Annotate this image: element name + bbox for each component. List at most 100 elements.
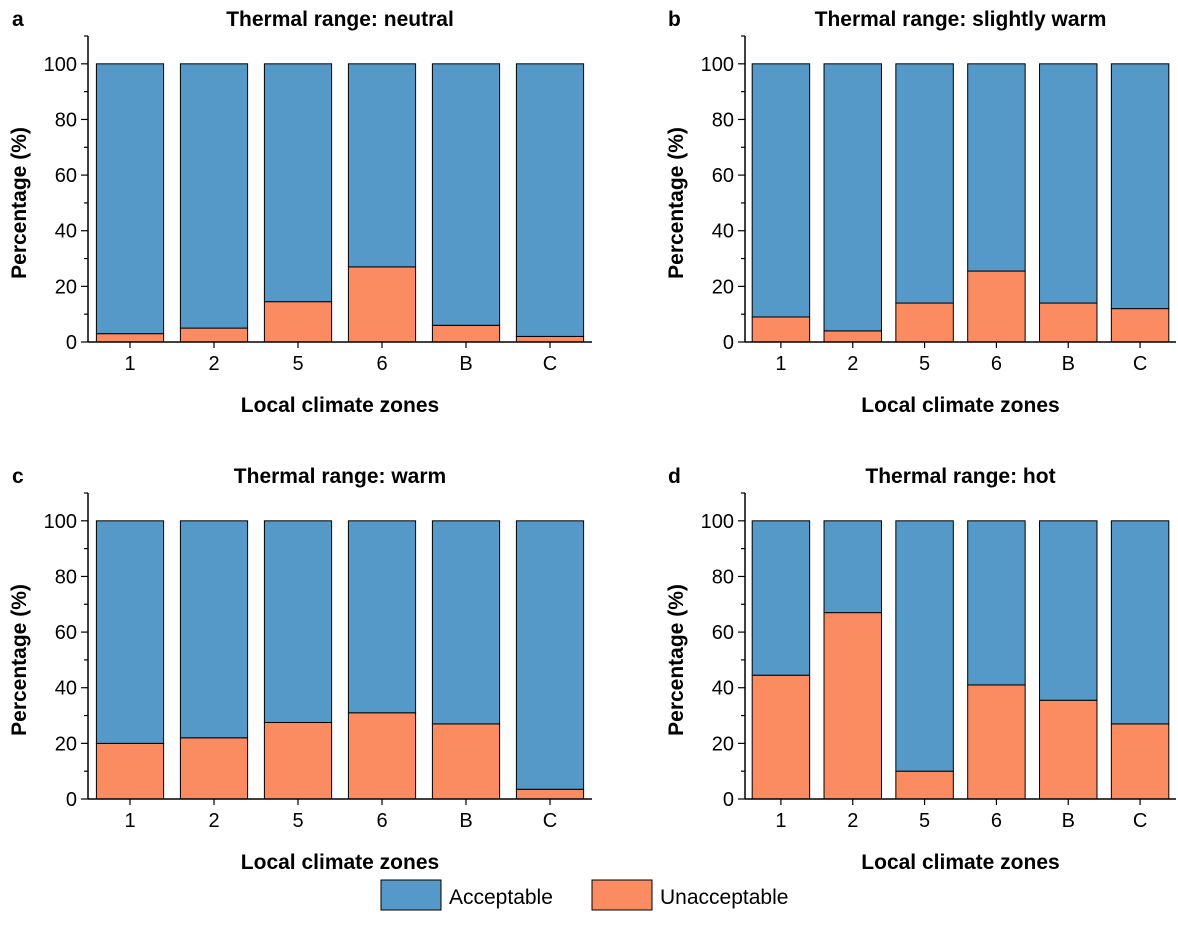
bar-a-B-acceptable [431,63,501,326]
y-tick-label-c-100: 100 [44,511,77,533]
bar-b-C-acceptable [1110,63,1170,310]
bar-a-C-acceptable [515,63,585,337]
bar-c-5-acceptable [263,520,333,723]
bar-c-5-unacceptable [263,722,333,800]
bar-d-1-acceptable [751,520,811,676]
x-tick-label-c-6: 6 [376,810,387,832]
bar-c-6-unacceptable [347,712,417,800]
y-tick-label-c-80: 80 [55,566,77,588]
y-axis-label-c: Percentage (%) [8,584,31,736]
bar-a-6-unacceptable [347,266,417,343]
x-tick-label-d-5: 5 [919,810,930,832]
bar-b-1-acceptable [751,63,811,318]
legend-swatch-unacceptable [591,879,653,911]
bar-a-C-unacceptable [515,335,585,343]
x-tick-label-b-C: C [1133,353,1147,375]
y-tick-label-c-20: 20 [55,733,77,755]
y-tick-label-a-100: 100 [44,54,77,76]
bar-c-B-acceptable [431,520,501,725]
x-tick-label-b-5: 5 [919,353,930,375]
y-tick-label-a-60: 60 [55,165,77,187]
legend: Acceptable Unacceptable [380,879,788,911]
x-tick-label-b-6: 6 [991,353,1002,375]
bar-b-C-unacceptable [1110,308,1170,343]
bar-b-2-acceptable [823,63,882,332]
y-tick-label-b-60: 60 [712,165,734,187]
x-tick-label-c-1: 1 [124,810,135,832]
bar-a-1-unacceptable [95,333,165,343]
y-tick-label-a-0: 0 [66,332,77,354]
legend-swatch-acceptable [380,879,442,911]
bar-d-C-acceptable [1110,520,1170,725]
chart-panel-a: 0 20 40 60 80 100 1 2 5 6 B C Thermal range: neutral… [8,8,592,417]
bar-a-5-unacceptable [263,301,333,343]
x-tick-label-d-2: 2 [847,810,858,832]
bar-a-1-acceptable [95,63,165,335]
bar-c-2-acceptable [179,520,249,739]
y-tick-label-d-100: 100 [701,511,734,533]
x-tick-label-d-6: 6 [991,810,1002,832]
bar-c-C-unacceptable [515,788,585,800]
panel-title-c: Thermal range: warm [234,465,446,488]
x-tick-label-b-2: 2 [847,353,858,375]
y-tick-label-c-0: 0 [66,789,77,811]
x-tick-label-d-C: C [1133,810,1147,832]
x-tick-label-c-C: C [543,810,557,832]
bar-d-5-acceptable [895,520,954,772]
panel-letter-b: b [668,8,681,31]
bar-d-6-acceptable [967,520,1026,686]
y-tick-label-d-60: 60 [712,622,734,644]
y-tick-label-b-100: 100 [701,54,734,76]
chart-panel-d: 0 20 40 60 80 100 1 2 5 6 B C Thermal range: hot d Loc… [665,465,1176,874]
panel-title-d: Thermal range: hot [865,465,1055,488]
panel-letter-c: c [12,465,24,488]
x-axis-label-b: Local climate zones [861,394,1059,417]
x-axis-label-c: Local climate zones [241,851,439,874]
x-tick-label-b-1: 1 [775,353,786,375]
x-tick-label-c-5: 5 [292,810,303,832]
bar-b-B-acceptable [1039,63,1098,304]
bar-d-5-unacceptable [895,770,954,800]
bar-a-6-acceptable [347,63,417,268]
bar-b-6-unacceptable [967,270,1026,343]
bar-c-2-unacceptable [179,737,249,800]
y-tick-label-b-0: 0 [723,332,734,354]
x-tick-label-c-2: 2 [208,810,219,832]
bar-d-C-unacceptable [1110,723,1170,800]
bar-b-B-unacceptable [1039,302,1098,343]
x-axis-label-d: Local climate zones [861,851,1059,874]
y-tick-label-c-40: 40 [55,678,77,700]
bar-d-2-acceptable [823,520,882,614]
y-tick-label-d-20: 20 [712,733,734,755]
y-tick-label-b-20: 20 [712,276,734,298]
x-tick-label-a-C: C [543,353,557,375]
panel-title-a: Thermal range: neutral [226,8,454,31]
y-tick-label-a-80: 80 [55,109,77,131]
panel-title-b: Thermal range: slightly warm [815,8,1107,31]
x-tick-label-c-B: B [459,810,472,832]
y-tick-label-b-40: 40 [712,221,734,243]
bar-a-B-unacceptable [431,324,501,343]
bar-d-2-unacceptable [823,612,882,800]
x-tick-label-a-6: 6 [376,353,387,375]
x-tick-label-d-1: 1 [775,810,786,832]
bar-c-C-acceptable [515,520,585,790]
y-tick-label-a-40: 40 [55,221,77,243]
y-axis-label-d: Percentage (%) [665,584,688,736]
bar-b-5-unacceptable [895,302,954,343]
panel-letter-a: a [12,8,24,31]
panel-letter-d: d [668,465,681,488]
bar-d-B-acceptable [1039,520,1098,701]
bar-c-B-unacceptable [431,723,501,800]
bar-c-6-acceptable [347,520,417,714]
bar-d-B-unacceptable [1039,699,1098,800]
bar-a-5-acceptable [263,63,333,303]
bar-b-1-unacceptable [751,316,811,343]
x-tick-label-a-1: 1 [124,353,135,375]
legend-label-unacceptable: Unacceptable [660,886,788,909]
y-tick-label-d-40: 40 [712,678,734,700]
bar-b-2-unacceptable [823,330,882,343]
x-tick-label-a-B: B [459,353,472,375]
